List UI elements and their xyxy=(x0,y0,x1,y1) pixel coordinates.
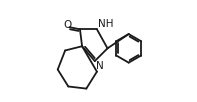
Text: NH: NH xyxy=(98,19,113,29)
Text: O: O xyxy=(63,20,71,30)
Text: N: N xyxy=(96,61,104,71)
